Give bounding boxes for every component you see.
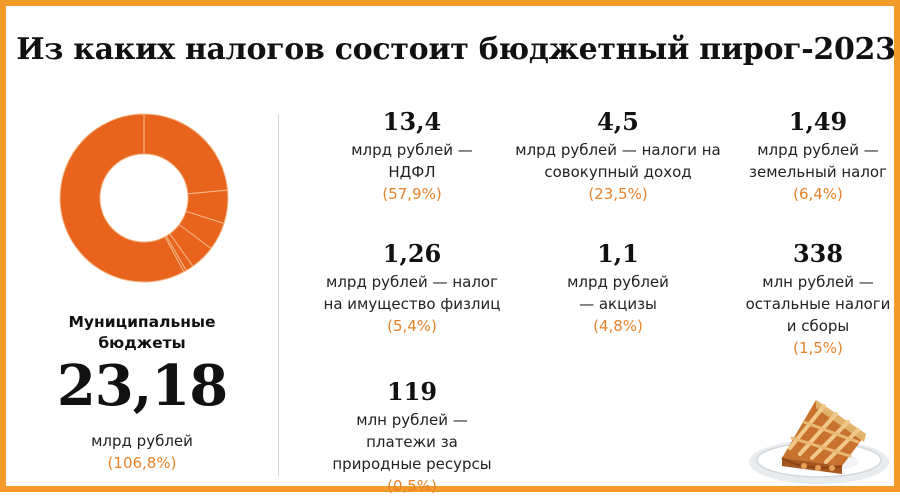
tax-item-land: 1,49 млрд рублей — земельный налог (6,4%… bbox=[708, 108, 900, 205]
donut-slice-2 bbox=[143, 113, 229, 195]
tax-item-value: 13,4 bbox=[382, 107, 442, 136]
donut-slice-7 bbox=[164, 235, 187, 273]
tax-item-desc: млрд рублей — налоги на совокупный доход bbox=[515, 141, 721, 181]
tax-item-other: 338 млн рублей — остальные налоги и сбор… bbox=[708, 240, 900, 359]
tax-item-desc: млрд рублей — налог на имущество физлиц bbox=[323, 273, 501, 313]
pie-illustration bbox=[746, 378, 892, 488]
tax-item-value: 1,49 bbox=[788, 107, 848, 136]
tax-item-desc: млрд рублей — земельный налог bbox=[749, 141, 887, 181]
total-value: 23,18 bbox=[56, 353, 228, 419]
tax-item-share: (23,5%) bbox=[588, 185, 648, 203]
tax-item-value: 4,5 bbox=[597, 107, 639, 136]
tax-item-value: 1,26 bbox=[382, 239, 442, 268]
total-label: Муниципальные бюджеты bbox=[68, 313, 216, 352]
divider bbox=[278, 114, 279, 476]
tax-item-excise: 1,1 млрд рублей — акцизы (4,8%) bbox=[508, 240, 728, 337]
donut-chart bbox=[58, 112, 230, 284]
tax-item-resources: 119 млн рублей — платежи за природные ре… bbox=[302, 378, 522, 497]
tax-item-desc: млрд рублей — НДФЛ bbox=[351, 141, 473, 181]
tax-item-share: (0,5%) bbox=[387, 477, 437, 495]
tax-item-value: 1,1 bbox=[597, 239, 639, 268]
tax-item-desc: млн рублей — платежи за природные ресурс… bbox=[332, 411, 492, 473]
tax-item-share: (1,5%) bbox=[793, 339, 843, 357]
tax-item-desc: млн рублей — остальные налоги и сборы bbox=[745, 273, 891, 335]
tax-item-share: (6,4%) bbox=[793, 185, 843, 203]
donut-slice-1 bbox=[59, 113, 185, 283]
tax-item-value: 338 bbox=[792, 239, 844, 268]
total-share: (106,8%) bbox=[107, 454, 177, 472]
tax-item-income: 4,5 млрд рублей — налоги на совокупный д… bbox=[508, 108, 728, 205]
donut-chart-svg bbox=[59, 113, 229, 283]
tax-item-share: (4,8%) bbox=[593, 317, 643, 335]
page-title: Из каких налогов состоит бюджетный пирог… bbox=[16, 32, 896, 67]
tax-item-ndfl: 13,4 млрд рублей — НДФЛ (57,9%) bbox=[302, 108, 522, 205]
total-unit: млрд рублей bbox=[91, 432, 193, 450]
tax-item-value: 119 bbox=[386, 377, 438, 406]
tax-item-desc: млрд рублей — акцизы bbox=[567, 273, 669, 313]
pie-illustration-svg bbox=[749, 400, 889, 484]
tax-item-property: 1,26 млрд рублей — налог на имущество фи… bbox=[302, 240, 522, 337]
tax-item-share: (5,4%) bbox=[387, 317, 437, 335]
tax-item-share: (57,9%) bbox=[382, 185, 442, 203]
